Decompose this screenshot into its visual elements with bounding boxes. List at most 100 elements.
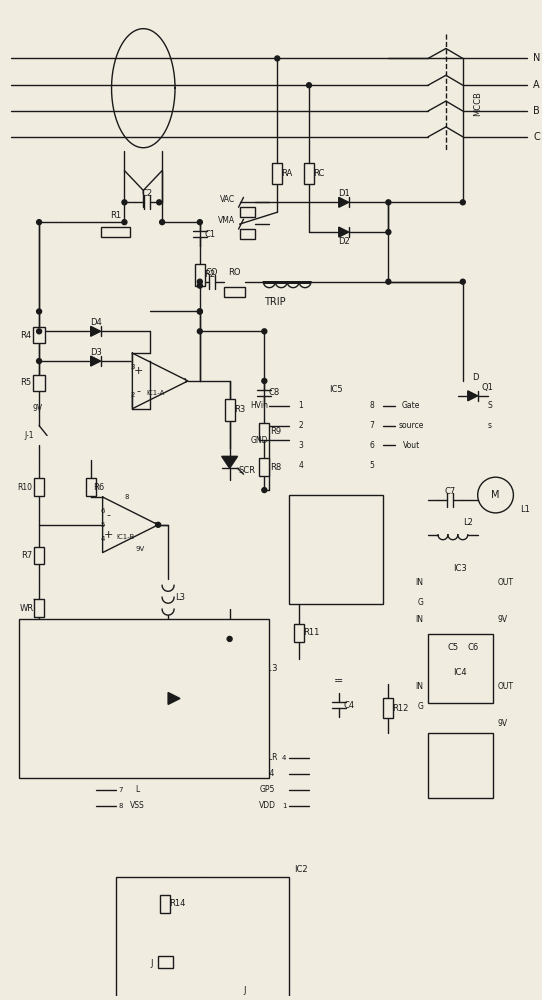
Bar	[240, 207, 255, 217]
Circle shape	[197, 279, 202, 284]
Text: IN: IN	[415, 615, 423, 624]
Text: 9V: 9V	[32, 404, 42, 413]
Text: GP0: GP0	[130, 769, 145, 778]
Bar	[101, 227, 131, 237]
Text: R3: R3	[234, 405, 245, 414]
Text: M: M	[491, 490, 500, 500]
Polygon shape	[339, 227, 349, 237]
Text: C8: C8	[269, 388, 280, 397]
Circle shape	[262, 378, 267, 383]
Text: AK: AK	[234, 624, 245, 633]
Bar	[158, 956, 173, 968]
Text: IC5: IC5	[329, 385, 343, 394]
Text: 9V: 9V	[136, 546, 145, 552]
Circle shape	[156, 522, 160, 527]
Circle shape	[262, 329, 267, 334]
Text: IN: IN	[415, 682, 423, 691]
Text: N: N	[533, 53, 540, 63]
Bar	[33, 327, 45, 343]
Circle shape	[157, 200, 162, 205]
Text: 5: 5	[118, 747, 122, 753]
Text: WR: WR	[20, 604, 34, 613]
Text: L1: L1	[520, 505, 530, 514]
Text: 6: 6	[118, 755, 122, 761]
Polygon shape	[468, 391, 478, 401]
Circle shape	[37, 309, 42, 314]
Text: R4: R4	[20, 331, 31, 340]
Text: C4: C4	[343, 701, 354, 710]
Text: R9: R9	[270, 427, 281, 436]
Text: C: C	[533, 132, 540, 142]
Text: 1: 1	[299, 401, 304, 410]
Text: HVin: HVin	[250, 401, 268, 410]
Text: GP4: GP4	[260, 769, 275, 778]
Circle shape	[122, 220, 127, 225]
Text: RO: RO	[228, 268, 241, 277]
Circle shape	[37, 329, 42, 334]
Bar	[289, 495, 383, 604]
Polygon shape	[91, 326, 101, 336]
Circle shape	[197, 220, 202, 225]
Text: IC3: IC3	[453, 564, 467, 573]
Text: D1: D1	[338, 189, 350, 198]
Text: 1: 1	[182, 378, 186, 384]
Text: C6: C6	[467, 643, 479, 652]
Circle shape	[122, 200, 127, 205]
Bar	[34, 599, 44, 617]
Text: TRIP: TRIP	[264, 297, 286, 307]
Text: G: G	[417, 598, 423, 607]
Text: 7: 7	[152, 522, 157, 528]
Text: 7: 7	[369, 421, 374, 430]
Text: IC4: IC4	[453, 668, 467, 677]
Bar	[160, 895, 170, 913]
Bar	[294, 624, 304, 642]
Circle shape	[460, 200, 465, 205]
Text: RC: RC	[313, 169, 325, 178]
Text: 7: 7	[118, 787, 122, 793]
Text: MCLR: MCLR	[256, 753, 278, 762]
Text: 2: 2	[130, 392, 134, 398]
Bar	[224, 399, 235, 421]
Bar	[272, 163, 282, 184]
Circle shape	[197, 329, 202, 334]
Text: R15: R15	[192, 685, 209, 694]
Text: VSS: VSS	[130, 801, 145, 810]
Text: 6: 6	[100, 508, 105, 514]
Polygon shape	[168, 693, 180, 704]
Circle shape	[227, 636, 232, 641]
Text: VAC: VAC	[220, 195, 235, 204]
Text: source: source	[398, 421, 424, 430]
Text: R1: R1	[110, 211, 121, 220]
Polygon shape	[132, 353, 188, 409]
Text: R8: R8	[269, 463, 281, 472]
Text: J-1: J-1	[24, 431, 34, 440]
Text: B: B	[533, 106, 540, 116]
Text: L3: L3	[175, 593, 185, 602]
Text: R2: R2	[204, 270, 215, 279]
Text: GND: GND	[250, 436, 268, 445]
Text: C7: C7	[444, 487, 455, 496]
Text: C5: C5	[447, 643, 459, 652]
Text: C1: C1	[204, 230, 215, 239]
Bar	[253, 659, 262, 679]
Bar	[428, 733, 493, 798]
Bar	[33, 375, 45, 391]
Text: OUT: OUT	[498, 578, 513, 587]
Text: D3: D3	[90, 348, 101, 357]
Text: R5: R5	[20, 378, 31, 387]
Text: D4: D4	[90, 318, 101, 327]
Text: R12: R12	[392, 704, 409, 713]
Text: IC1-A: IC1-A	[146, 390, 164, 396]
Text: Vout: Vout	[403, 441, 420, 450]
Text: G: G	[417, 702, 423, 711]
Text: J: J	[150, 959, 152, 968]
Text: GP5: GP5	[260, 785, 275, 794]
Text: D2: D2	[338, 237, 350, 246]
Circle shape	[386, 230, 391, 235]
Bar	[260, 423, 269, 440]
Circle shape	[37, 359, 42, 364]
Text: 2: 2	[299, 421, 304, 430]
Text: 4: 4	[282, 755, 286, 761]
Text: J: J	[243, 986, 246, 995]
Text: S: S	[487, 401, 492, 410]
